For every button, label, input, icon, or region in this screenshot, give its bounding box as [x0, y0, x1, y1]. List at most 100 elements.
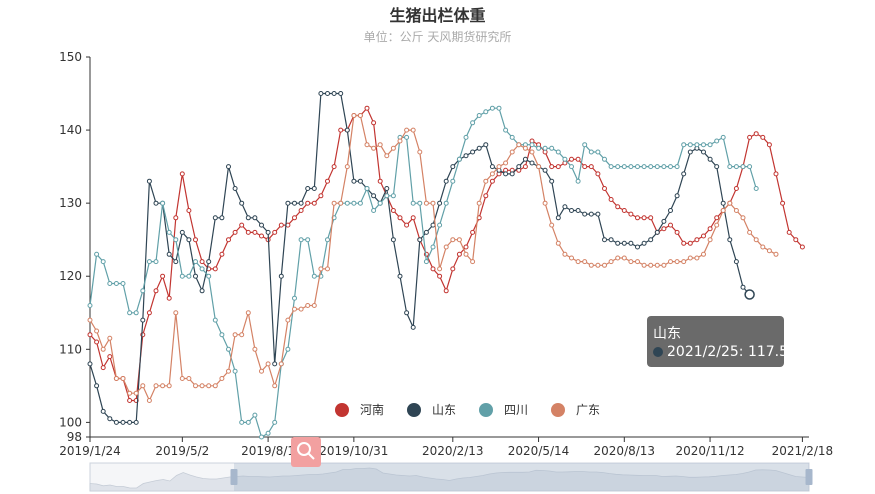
data-point-s4-14 — [179, 376, 185, 381]
data-point-s3-1 — [94, 251, 100, 257]
data-point-s1-52 — [430, 266, 436, 272]
data-point-s1-102 — [760, 134, 766, 140]
data-point-s1-70 — [549, 164, 555, 170]
data-point-s1-80 — [615, 204, 621, 210]
data-point-s3-3 — [107, 281, 113, 286]
data-point-s4-19 — [212, 383, 218, 389]
data-point-s3-73 — [569, 164, 574, 170]
data-point-s4-27 — [265, 361, 271, 367]
data-point-s1-83 — [635, 215, 640, 221]
data-point-s4-56 — [456, 237, 462, 243]
data-point-s4-90 — [681, 259, 687, 265]
data-point-s4-84 — [641, 262, 647, 268]
y-tick-label-110: 110 — [59, 342, 82, 356]
data-point-s2-59 — [476, 145, 482, 151]
datazoom-selection — [234, 463, 809, 491]
data-point-s1-101 — [753, 131, 759, 137]
data-point-s1-79 — [608, 197, 614, 202]
data-point-s3-52 — [430, 244, 436, 250]
data-point-s1-61 — [489, 178, 495, 184]
data-point-s4-46 — [390, 145, 396, 151]
data-point-s2-61 — [489, 164, 495, 170]
data-point-s3-9 — [146, 259, 152, 265]
data-point-s3-80 — [615, 164, 621, 170]
data-point-s3-39 — [344, 200, 350, 206]
data-point-s3-43 — [371, 208, 377, 213]
data-point-s1-54 — [443, 288, 449, 294]
data-point-s2-33 — [305, 186, 311, 191]
data-point-s2-95 — [714, 164, 720, 170]
data-point-s2-49 — [410, 324, 416, 330]
data-point-s3-0 — [87, 303, 93, 308]
data-point-s3-93 — [701, 142, 706, 148]
data-point-s3-98 — [733, 164, 739, 170]
data-point-s3-68 — [536, 145, 542, 151]
data-point-s4-20 — [219, 376, 225, 381]
data-point-s4-100 — [747, 229, 753, 235]
data-point-s2-19 — [212, 215, 218, 221]
data-point-s2-23 — [239, 200, 245, 206]
data-point-s2-26 — [259, 222, 264, 228]
y-tick-label-98: 98 — [67, 430, 82, 444]
data-point-s4-88 — [668, 259, 673, 265]
data-point-s2-60 — [483, 142, 489, 148]
data-point-s2-79 — [608, 237, 614, 243]
data-point-s4-62 — [496, 164, 502, 170]
data-point-s1-94 — [707, 226, 713, 232]
data-point-s3-58 — [470, 120, 476, 126]
data-point-s2-30 — [285, 200, 291, 206]
zoom-tool-button[interactable] — [291, 437, 321, 467]
data-point-s4-43 — [371, 145, 377, 151]
data-point-s1-56 — [456, 251, 462, 257]
data-point-s4-82 — [628, 259, 634, 265]
x-tick-label-2020/8/13: 2020/8/13 — [594, 444, 656, 458]
data-point-s1-100 — [747, 134, 753, 140]
data-point-s4-9 — [146, 398, 152, 403]
data-point-s1-36 — [325, 178, 330, 184]
data-point-s1-29 — [278, 222, 284, 228]
data-point-s4-44 — [377, 142, 383, 148]
data-point-s4-55 — [450, 237, 456, 243]
data-point-s4-12 — [166, 383, 172, 389]
y-tick-label-140: 140 — [59, 123, 82, 137]
legend-label-4: 广东 — [576, 403, 600, 417]
data-point-s4-65 — [516, 142, 522, 148]
data-point-s4-1 — [94, 328, 100, 334]
data-point-s3-56 — [456, 156, 462, 162]
data-point-s3-57 — [463, 134, 469, 140]
data-point-s2-14 — [179, 229, 185, 235]
data-point-s4-75 — [582, 259, 588, 265]
datazoom-handle-left[interactable] — [230, 469, 238, 485]
y-tick-label-130: 130 — [59, 196, 82, 210]
data-point-s1-21 — [226, 237, 231, 243]
data-point-s1-46 — [390, 208, 396, 213]
data-point-s2-32 — [298, 200, 304, 206]
data-point-s2-16 — [193, 273, 198, 279]
datazoom-handle-right[interactable] — [805, 469, 813, 485]
data-point-s3-63 — [503, 127, 509, 133]
data-point-s1-42 — [364, 105, 370, 111]
data-point-s3-83 — [635, 164, 640, 170]
data-point-s3-4 — [113, 281, 119, 286]
data-point-s1-24 — [245, 229, 251, 235]
data-point-s1-11 — [160, 273, 166, 279]
data-point-s4-36 — [325, 266, 330, 272]
data-point-s1-71 — [555, 164, 561, 170]
data-point-s4-18 — [206, 383, 212, 389]
data-point-s2-41 — [357, 178, 363, 184]
datazoom-preview-area — [89, 467, 810, 492]
data-point-s3-18 — [206, 273, 212, 279]
data-point-s1-47 — [397, 215, 403, 221]
data-point-s4-71 — [555, 240, 561, 246]
data-point-s1-90 — [681, 240, 687, 246]
data-point-s1-93 — [701, 233, 706, 239]
data-point-s2-4 — [113, 419, 119, 425]
data-point-s2-38 — [338, 91, 344, 96]
data-point-s4-67 — [529, 149, 535, 155]
data-point-s2-51 — [423, 229, 429, 235]
data-point-s2-74 — [575, 208, 581, 213]
data-point-s4-95 — [714, 222, 720, 228]
data-point-s3-5 — [120, 281, 126, 286]
data-point-s1-53 — [437, 273, 443, 279]
